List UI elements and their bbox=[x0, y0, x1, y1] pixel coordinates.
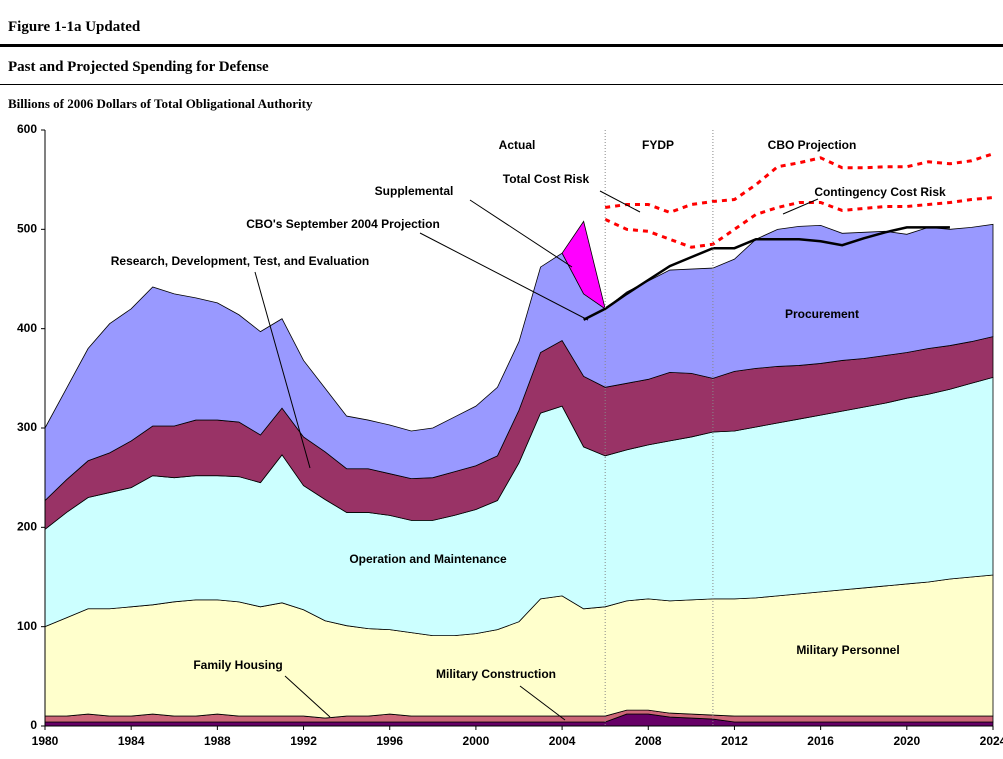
leader-line bbox=[519, 685, 566, 721]
figure-title: Past and Projected Spending for Defense bbox=[8, 59, 269, 75]
chart-subtitle: Billions of 2006 Dollars of Total Obliga… bbox=[8, 96, 313, 111]
figure-label: Figure 1-1a Updated bbox=[8, 19, 141, 35]
series-label: Research, Development, Test, and Evaluat… bbox=[111, 254, 370, 268]
area bbox=[44, 223, 994, 502]
annotation: Actual bbox=[499, 138, 536, 152]
series-label: Operation and Maintenance bbox=[349, 552, 507, 566]
annotation: FYDP bbox=[642, 138, 674, 152]
y-tick-label: 400 bbox=[17, 321, 37, 335]
series-label: Contingency Cost Risk bbox=[814, 185, 946, 199]
leader-line bbox=[599, 190, 641, 213]
y-tick-label: 300 bbox=[17, 420, 37, 434]
leader-line bbox=[469, 199, 573, 268]
leader-line bbox=[782, 198, 819, 215]
x-tick-label: 1980 bbox=[32, 734, 59, 748]
x-tick-label: 2020 bbox=[893, 734, 920, 748]
x-tick-label: 2000 bbox=[463, 734, 490, 748]
line bbox=[583, 226, 950, 321]
x-tick-label: 1988 bbox=[204, 734, 231, 748]
series-label: CBO's September 2004 Projection bbox=[246, 217, 440, 231]
x-tick-label: 1996 bbox=[376, 734, 403, 748]
series-label: Procurement bbox=[785, 307, 859, 321]
series-label: Total Cost Risk bbox=[503, 172, 590, 186]
x-tick-label: 2016 bbox=[807, 734, 834, 748]
series-label: Family Housing bbox=[193, 658, 282, 672]
series-label: Military Construction bbox=[436, 667, 556, 681]
rule bbox=[0, 44, 1003, 47]
rule bbox=[0, 84, 1003, 85]
series-label: Military Personnel bbox=[796, 643, 899, 657]
leader-line bbox=[419, 232, 589, 321]
x-tick-label: 2012 bbox=[721, 734, 748, 748]
x-tick-label: 1992 bbox=[290, 734, 317, 748]
x-tick-label: 1984 bbox=[118, 734, 145, 748]
y-tick-label: 500 bbox=[17, 222, 37, 236]
leader-line bbox=[284, 675, 331, 718]
x-tick-label: 2024 bbox=[980, 734, 1003, 748]
y-tick-label: 100 bbox=[17, 619, 37, 633]
y-tick-label: 600 bbox=[17, 122, 37, 136]
line bbox=[604, 152, 994, 215]
x-tick-label: 2004 bbox=[549, 734, 576, 748]
line bbox=[604, 196, 994, 249]
y-tick-label: 0 bbox=[30, 718, 37, 732]
y-tick-label: 200 bbox=[17, 520, 37, 534]
x-tick-label: 2008 bbox=[635, 734, 662, 748]
annotation: CBO Projection bbox=[768, 138, 857, 152]
leader-line bbox=[254, 271, 311, 469]
series-label: Supplemental bbox=[375, 184, 454, 198]
